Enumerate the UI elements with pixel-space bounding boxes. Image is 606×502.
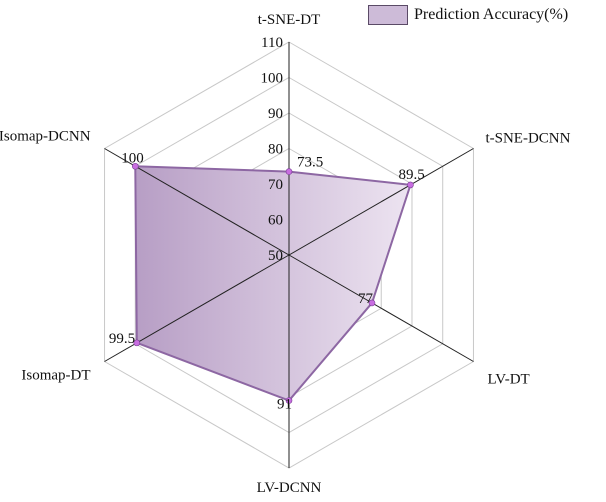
radial-tick-label: 110 — [261, 35, 283, 51]
radial-tick-label: 70 — [268, 177, 283, 193]
radial-tick-label: 50 — [268, 248, 283, 264]
radial-tick-label: 90 — [268, 106, 283, 122]
chart-labels: 50 60 70 80 90 100 110 73.5 89.5 77 91 99.5 100 t-SNE… — [0, 12, 571, 496]
data-point — [131, 162, 139, 170]
category-label: LV-DT — [487, 372, 529, 388]
data-area — [134, 165, 412, 402]
data-label: 77 — [358, 291, 374, 307]
legend: Prediction Accuracy(%) — [368, 2, 568, 28]
axis-spoke-2 — [288, 254, 474, 362]
data-label: 89.5 — [398, 167, 424, 183]
data-point — [407, 181, 414, 189]
category-label: t-SNE-DT — [258, 12, 321, 28]
radial-tick-label: 80 — [268, 142, 283, 158]
data-markers — [131, 162, 414, 404]
data-point — [285, 397, 293, 404]
legend-swatch — [368, 5, 408, 25]
legend-label: Prediction Accuracy(%) — [414, 6, 569, 23]
data-point — [133, 339, 141, 347]
data-label: 100 — [121, 150, 144, 166]
data-point — [368, 299, 376, 307]
data-point — [285, 168, 293, 175]
data-label: 99.5 — [109, 331, 135, 347]
radial-tick-label: 60 — [268, 213, 283, 229]
data-label: 91 — [277, 397, 292, 413]
radial-tick-label: 100 — [261, 71, 284, 87]
axis-spoke-1 — [288, 148, 474, 256]
data-label: 73.5 — [297, 155, 323, 171]
category-label: t-SNE-DCNN — [485, 131, 570, 147]
category-label: Isomap-DT — [21, 368, 90, 384]
series-area — [134, 165, 412, 402]
category-label: LV-DCNN — [257, 480, 322, 496]
category-label: Isomap-DCNN — [0, 129, 91, 145]
